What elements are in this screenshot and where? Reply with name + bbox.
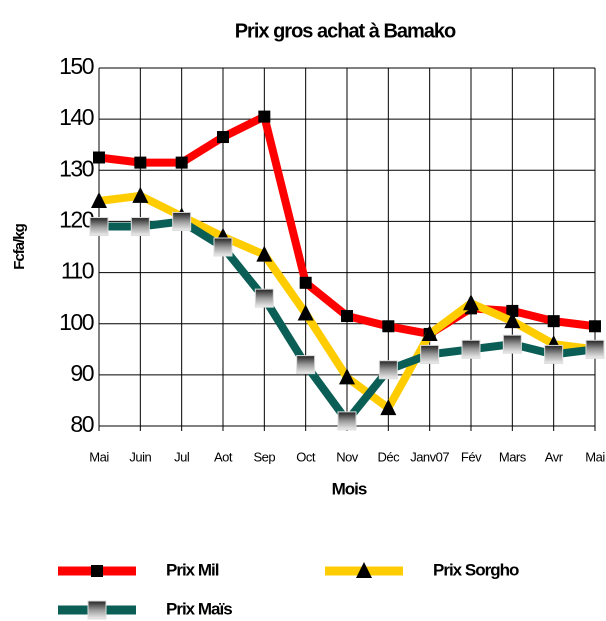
y-tick-label: 90 <box>70 360 93 386</box>
data-marker <box>504 312 521 329</box>
data-marker <box>382 320 395 333</box>
x-tick-label: Oct <box>296 449 316 464</box>
data-marker <box>132 186 149 203</box>
data-marker <box>421 324 438 341</box>
data-marker <box>380 399 397 416</box>
data-marker <box>175 156 188 169</box>
data-marker <box>337 411 357 431</box>
x-tick-label: Sep <box>254 449 276 464</box>
x-tick-label: Nov <box>336 449 359 464</box>
data-marker <box>547 315 560 328</box>
chart-title: Prix gros achat à Bamako <box>235 20 456 42</box>
legend-marker <box>87 600 107 620</box>
y-tick-label: 110 <box>61 258 94 284</box>
legend-label: Prix Maïs <box>166 599 232 618</box>
data-marker <box>544 344 564 364</box>
y-tick-label: 140 <box>59 104 94 130</box>
legend-label: Prix Sorgho <box>433 560 519 579</box>
x-axis-label: Mois <box>332 479 367 498</box>
data-marker <box>172 211 192 231</box>
data-marker <box>217 131 229 144</box>
y-tick-label: 100 <box>59 309 94 335</box>
data-marker <box>506 304 519 317</box>
x-tick-label: Fév <box>461 449 482 464</box>
x-tick-label: Mai <box>585 449 605 464</box>
data-marker <box>130 217 150 237</box>
data-marker <box>254 288 274 308</box>
y-axis-label: Fcfa/kg <box>11 223 28 269</box>
x-tick-label: Jul <box>174 449 190 464</box>
legend-label: Prix Mil <box>166 560 219 579</box>
data-marker <box>299 276 312 289</box>
data-marker <box>420 344 440 364</box>
data-marker <box>341 310 353 323</box>
data-marker <box>463 294 479 311</box>
data-marker <box>297 304 314 321</box>
data-marker <box>213 237 233 257</box>
data-marker <box>91 191 107 208</box>
y-tick-label: 80 <box>70 411 93 437</box>
x-tick-label: Mars <box>499 449 527 464</box>
x-tick-label: Mai <box>89 449 109 464</box>
data-marker <box>296 355 316 375</box>
legend-marker <box>356 562 372 578</box>
x-tick-label: Juin <box>129 449 151 464</box>
y-tick-label: 130 <box>59 155 94 181</box>
data-marker <box>589 320 601 333</box>
legend-marker <box>91 565 103 577</box>
data-marker <box>89 217 109 237</box>
x-tick-label: Avr <box>545 449 564 464</box>
data-marker <box>258 110 271 123</box>
data-marker <box>461 339 481 359</box>
x-tick-label: Janv07 <box>410 449 449 464</box>
data-marker <box>93 151 105 164</box>
x-tick-label: Déc <box>378 449 401 464</box>
y-tick-label: 150 <box>59 53 94 79</box>
data-marker <box>585 339 605 359</box>
data-marker <box>378 360 398 380</box>
y-tick-label: 120 <box>59 207 94 233</box>
x-tick-label: Aot <box>214 449 233 464</box>
data-marker <box>502 334 522 354</box>
data-marker <box>256 245 273 262</box>
data-marker <box>339 368 355 385</box>
data-marker <box>134 156 147 169</box>
